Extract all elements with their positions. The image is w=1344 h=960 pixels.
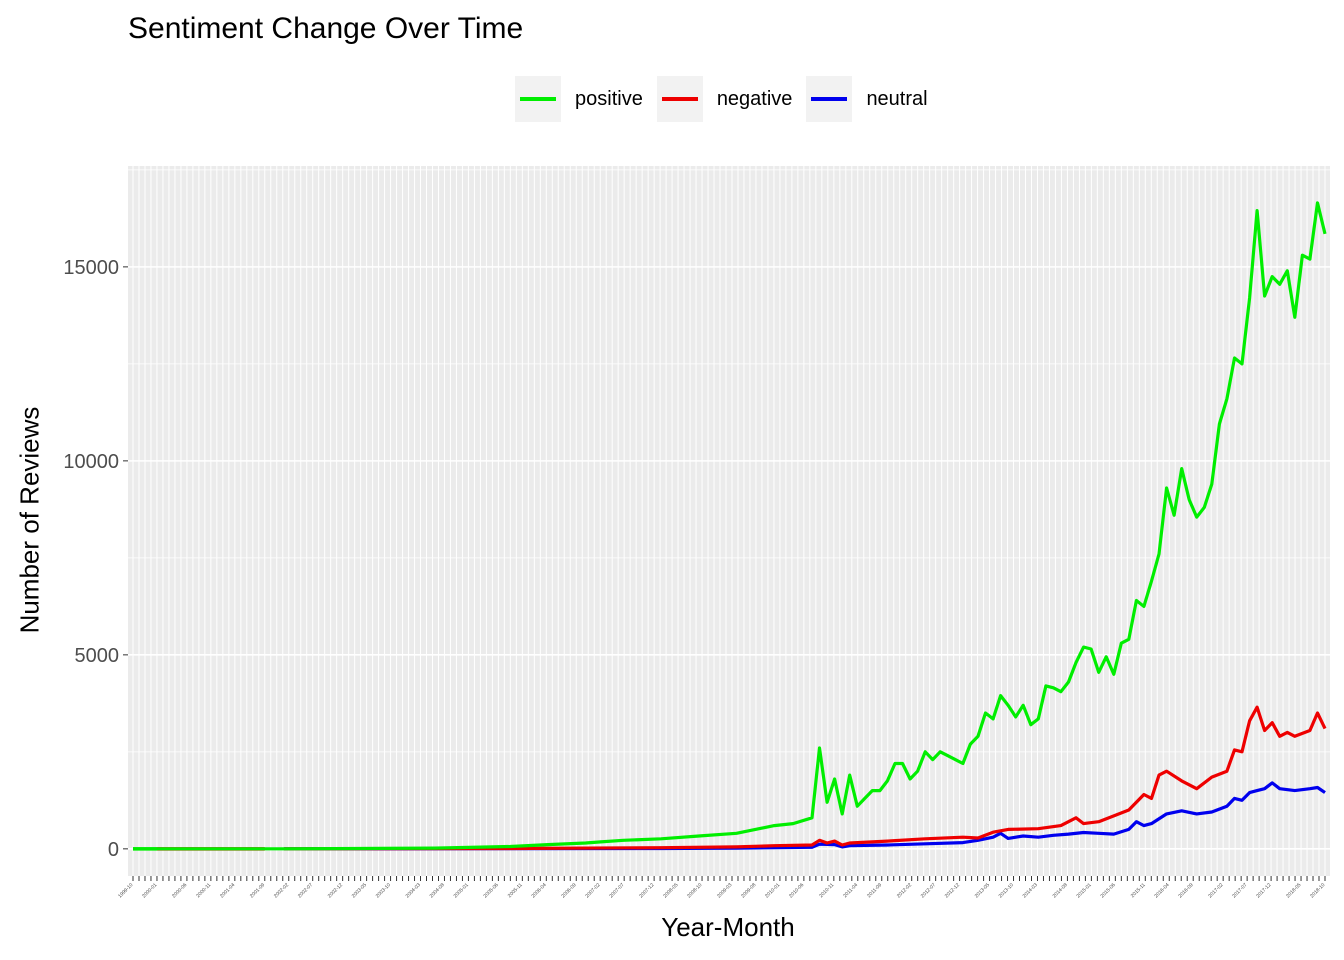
y-tick-label: 0	[108, 839, 119, 861]
x-tick-label: 2006-09	[560, 882, 577, 899]
y-tick-label: 5000	[75, 645, 120, 667]
x-tick-label: 2018-05	[1285, 882, 1302, 899]
plot-panel	[128, 166, 1330, 876]
x-axis-title: Year-Month	[661, 912, 795, 942]
x-tick-label: 2007-02	[584, 882, 601, 899]
x-tick-label: 2005-01	[453, 882, 470, 899]
x-tick-label: 2017-02	[1207, 882, 1224, 899]
x-tick-label: 2016-09	[1177, 882, 1194, 899]
x-tick-label: 2016-04	[1153, 882, 1170, 899]
series-line-negative	[283, 705, 1327, 851]
x-tick-label: 2008-10	[686, 882, 703, 899]
x-tick-label: 2013-10	[998, 882, 1015, 899]
x-tick-label: 2001-04	[219, 882, 236, 899]
x-tick-label: 2012-07	[920, 882, 937, 899]
x-tick-label: 2005-06	[483, 882, 500, 899]
x-tick-label: 2009-03	[716, 882, 733, 899]
x-tick-label: 2006-04	[530, 882, 547, 899]
x-tick-label: 2017-07	[1231, 882, 1248, 899]
x-tick-label: 2012-12	[944, 882, 961, 899]
legend-item-neutral: neutral	[806, 76, 928, 122]
x-tick-label: 2004-03	[405, 882, 422, 899]
x-tick-label: 2017-12	[1255, 882, 1272, 899]
series-line-neutral	[283, 781, 1326, 851]
x-tick-label: 2012-02	[896, 882, 913, 899]
x-tick-label: 2000-11	[195, 882, 212, 899]
x-tick-label: 1999-10	[117, 882, 134, 899]
x-tick-label: 2015-11	[1130, 882, 1147, 899]
x-tick-label: 2010-01	[764, 882, 781, 899]
legend-item-negative: negative	[656, 76, 793, 122]
x-tick-label: 2013-05	[974, 882, 991, 899]
x-tick-label: 2015-06	[1100, 882, 1117, 899]
y-tick-label: 15000	[63, 257, 119, 279]
y-tick-label: 10000	[63, 451, 119, 473]
x-tick-label: 2003-05	[351, 882, 368, 899]
x-tick-label: 2000-01	[141, 882, 158, 899]
x-tick-label: 2000-06	[171, 882, 188, 899]
legend-label-positive: positive	[575, 87, 643, 110]
x-tick-label: 2007-07	[608, 882, 625, 899]
x-tick-label: 2005-11	[507, 882, 524, 899]
x-tick-label: 2008-05	[662, 882, 679, 899]
x-tick-label: 2014-03	[1022, 882, 1039, 899]
x-tick-label: 2009-08	[740, 882, 757, 899]
x-tick-label: 2004-08	[429, 882, 446, 899]
x-tick-label: 2010-11	[818, 882, 835, 899]
x-tick-label: 2002-02	[273, 882, 290, 899]
x-tick-label: 2002-12	[327, 882, 344, 899]
x-tick-label: 2002-07	[297, 882, 314, 899]
legend-label-neutral: neutral	[866, 87, 928, 110]
legend-key-neutral	[806, 76, 853, 122]
x-tick-label: 2010-06	[788, 882, 805, 899]
legend: positive negative neutral	[515, 76, 942, 122]
y-axis-title: Number of Reviews	[14, 406, 45, 634]
x-tick-label: 2011-04	[842, 882, 859, 899]
chart-title: Sentiment Change Over Time	[128, 12, 524, 45]
x-tick-label: 2003-10	[375, 882, 392, 899]
x-tick-label: 2007-12	[638, 882, 655, 899]
x-tick-label: 2014-08	[1052, 882, 1069, 899]
x-tick-label: 2018-10	[1309, 882, 1326, 899]
x-tick-label: 2011-09	[866, 882, 883, 899]
legend-label-negative: negative	[716, 87, 793, 110]
x-tick-label: 2001-09	[249, 882, 266, 899]
legend-item-positive: positive	[515, 76, 643, 122]
x-tick-label: 2015-01	[1076, 882, 1093, 899]
legend-key-positive	[515, 76, 561, 122]
series-line-positive	[133, 201, 1327, 851]
legend-key-negative	[656, 76, 703, 122]
